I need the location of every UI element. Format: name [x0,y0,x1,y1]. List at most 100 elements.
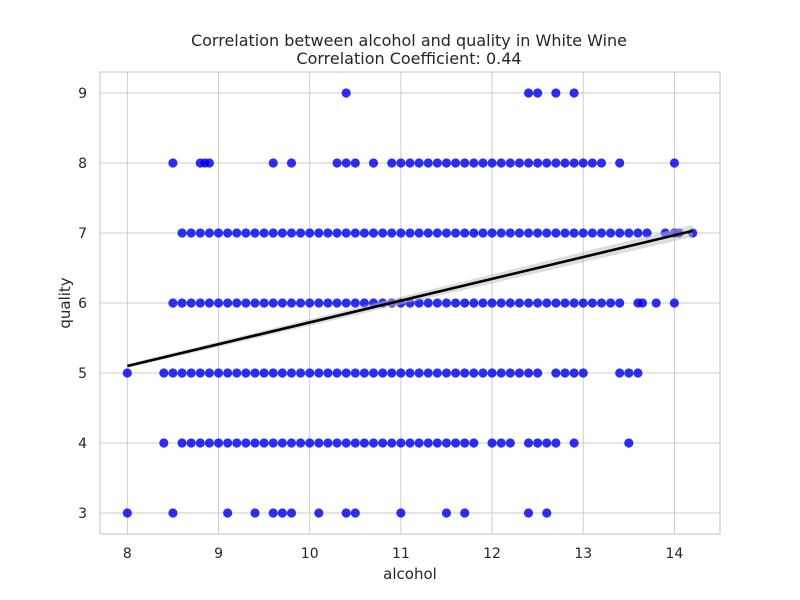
data-point [213,438,224,448]
data-point [341,298,351,308]
data-point [414,158,424,168]
data-point [487,298,497,308]
data-point [542,228,552,238]
data-point [177,368,187,378]
data-point [460,298,470,308]
data-point [615,158,625,168]
data-point [396,508,406,518]
data-point [478,368,488,378]
data-point [341,158,351,168]
data-point [305,298,315,308]
data-point [533,298,543,308]
data-point [432,298,442,308]
data-point [213,368,224,378]
data-point [396,368,406,378]
data-point [396,438,406,448]
data-point [423,298,433,308]
data-point [542,508,552,518]
data-point [514,368,525,378]
data-point [578,368,588,378]
data-point [223,438,233,448]
data-point [305,368,315,378]
data-point [578,298,588,308]
data-point [423,368,433,378]
data-point [250,368,260,378]
data-point [551,158,561,168]
data-point [268,158,278,168]
data-point [268,228,278,238]
data-point [423,158,433,168]
data-point [241,438,251,448]
data-point [378,228,388,238]
data-point [587,228,597,238]
x-tick-label: 11 [392,546,410,562]
data-point [323,438,333,448]
data-point [341,508,351,518]
data-point [469,438,479,448]
data-point [460,438,470,448]
data-points [122,88,698,518]
data-point [323,228,333,238]
data-point [286,228,297,238]
y-tick-label: 3 [78,506,87,522]
x-tick-label: 8 [123,546,132,562]
regression-line-group [127,224,693,368]
data-point [314,508,324,518]
data-point [469,368,479,378]
data-point [378,368,388,378]
data-point [514,158,525,168]
data-point [460,368,470,378]
data-point [624,438,634,448]
data-point [359,368,370,378]
data-point [122,368,132,378]
data-point [223,298,233,308]
data-point [286,368,297,378]
data-point [350,438,360,448]
data-point [478,158,488,168]
y-tick-label: 5 [78,366,87,382]
data-point [378,438,388,448]
data-point [441,158,452,168]
data-point [605,228,616,238]
regression-line [127,229,693,368]
data-point [341,88,351,98]
data-point [587,298,597,308]
data-point [259,368,269,378]
data-point [277,508,287,518]
data-point [350,298,360,308]
y-tick-label: 6 [78,296,87,312]
data-point [204,438,215,448]
plot-frame [99,71,721,535]
data-point [168,298,178,308]
data-point [286,508,297,518]
data-point [450,368,461,378]
data-point [441,438,452,448]
data-point [496,298,506,308]
data-point [204,298,215,308]
data-point [259,228,269,238]
data-point [487,438,497,448]
data-point [168,158,178,168]
data-point [551,368,561,378]
data-point [286,158,297,168]
data-point [615,298,625,308]
data-point [542,438,552,448]
data-point [332,438,342,448]
data-point [277,228,287,238]
data-point [596,228,607,238]
data-point [596,298,607,308]
x-tick-label: 10 [301,546,319,562]
y-tick-label: 8 [78,156,87,172]
data-point [295,228,306,238]
data-point [341,228,351,238]
data-point [441,298,452,308]
data-point [250,508,260,518]
data-point [277,368,287,378]
data-point [168,368,178,378]
data-point [441,508,452,518]
data-point [441,228,452,238]
data-point [569,438,579,448]
data-point [615,228,625,238]
data-point [195,298,205,308]
